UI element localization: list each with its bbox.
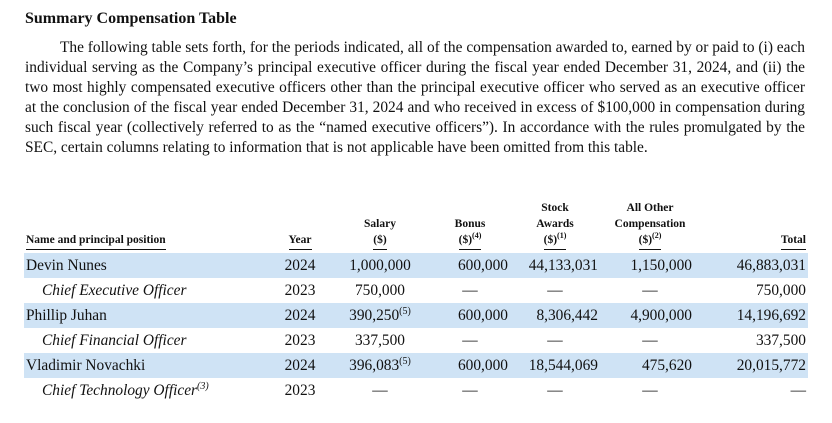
total-cell: 46,883,031 xyxy=(700,253,808,278)
stock-awards-cell: — xyxy=(547,382,563,399)
other-compensation-cell: — xyxy=(642,332,658,349)
header-total: Total xyxy=(700,196,808,252)
bonus-cell: — xyxy=(462,332,478,349)
header-stock-awards: Stock Awards ($)(1) xyxy=(510,196,600,252)
salary-cell: 1,000,000 xyxy=(330,253,430,278)
table-row: Chief Executive Officer 2023 750,000 — —… xyxy=(24,278,808,303)
stock-awards-cell: 8,306,442 xyxy=(510,303,600,328)
total-cell: 337,500 xyxy=(755,332,806,349)
year-cell: 2023 xyxy=(284,282,316,299)
executive-name: Vladimir Novachki xyxy=(24,353,270,378)
total-cell: — xyxy=(790,382,806,399)
other-compensation-cell: 4,900,000 xyxy=(600,303,700,328)
executive-title: Chief Financial Officer xyxy=(42,332,187,349)
other-compensation-cell: — xyxy=(642,282,658,299)
executive-title: Chief Executive Officer xyxy=(42,282,187,299)
year-cell: 2024 xyxy=(270,303,330,328)
bonus-cell: 600,000 xyxy=(430,303,510,328)
year-cell: 2023 xyxy=(284,382,316,399)
stock-awards-cell: 18,544,069 xyxy=(510,353,600,378)
salary-cell: 396,083(5) xyxy=(330,353,430,378)
table-row: Chief Financial Officer 2023 337,500 — —… xyxy=(24,328,808,353)
salary-cell: 390,250(5) xyxy=(330,303,430,328)
other-compensation-cell: 475,620 xyxy=(600,353,700,378)
year-cell: 2024 xyxy=(270,353,330,378)
intro-paragraph: The following table sets forth, for the … xyxy=(25,39,805,156)
stock-awards-cell: 44,133,031 xyxy=(510,253,600,278)
compensation-table: Name and principal position Year Salary … xyxy=(24,196,808,403)
header-all-other-compensation: All Other Compensation ($)(2) xyxy=(600,196,700,252)
salary-cell: — xyxy=(372,382,388,399)
table-header-row: Name and principal position Year Salary … xyxy=(24,196,808,252)
other-compensation-cell: 1,150,000 xyxy=(600,253,700,278)
bonus-cell: 600,000 xyxy=(430,253,510,278)
section-title: Summary Compensation Table xyxy=(25,10,237,27)
stock-awards-cell: — xyxy=(547,332,563,349)
executive-name: Phillip Juhan xyxy=(24,303,270,328)
other-compensation-cell: — xyxy=(642,382,658,399)
executive-title: Chief Technology Officer(3) xyxy=(42,380,209,399)
stock-awards-cell: — xyxy=(547,282,563,299)
salary-cell: 337,500 xyxy=(354,332,406,349)
header-name: Name and principal position xyxy=(24,196,270,252)
bonus-cell: 600,000 xyxy=(430,353,510,378)
header-year: Year xyxy=(270,196,330,252)
header-bonus: Bonus ($)(4) xyxy=(430,196,510,252)
total-cell: 20,015,772 xyxy=(700,353,808,378)
bonus-cell: — xyxy=(462,282,478,299)
bonus-cell: — xyxy=(462,382,478,399)
table-row: Phillip Juhan 2024 390,250(5) 600,000 8,… xyxy=(24,303,808,328)
executive-name: Devin Nunes xyxy=(24,253,270,278)
table-row: Vladimir Novachki 2024 396,083(5) 600,00… xyxy=(24,353,808,378)
total-cell: 14,196,692 xyxy=(700,303,808,328)
table-row: Chief Technology Officer(3) 2023 — — — —… xyxy=(24,378,808,403)
salary-cell: 750,000 xyxy=(354,282,406,299)
year-cell: 2024 xyxy=(270,253,330,278)
header-salary: Salary ($) xyxy=(330,196,430,252)
table-row: Devin Nunes 2024 1,000,000 600,000 44,13… xyxy=(24,253,808,278)
year-cell: 2023 xyxy=(284,332,316,349)
total-cell: 750,000 xyxy=(755,282,806,299)
